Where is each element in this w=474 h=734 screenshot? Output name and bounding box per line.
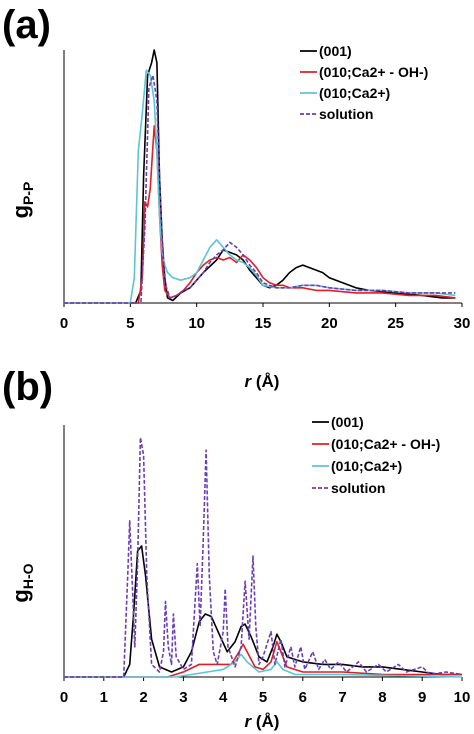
legend-label: solution (319, 106, 373, 122)
series-line-010-ca2-oh (64, 640, 462, 678)
x-axis-title: r (Å) (245, 372, 280, 391)
series-line-solution (64, 436, 463, 678)
x-tick-label: 8 (378, 689, 386, 706)
y-axis-symbol: g (8, 205, 33, 218)
series-line-001 (64, 49, 456, 304)
x-tick-label: 5 (259, 689, 267, 706)
panel-label: (b) (2, 365, 53, 409)
y-axis-symbol: g (8, 589, 33, 602)
legend-label: (001) (319, 43, 352, 59)
panel-a-chart: (a) 0 5 10 15 20 25 30 r (Å) gP-P (001) (010;Ca2+ -… (2, 3, 470, 391)
legend-label: (010;Ca2+) (331, 458, 402, 474)
series-line-010-ca2 (64, 653, 463, 678)
legend: (001) (010;Ca2+ - OH-) (010;Ca2+) solution (300, 43, 428, 122)
legend-label: solution (331, 480, 385, 496)
panel-b-chart: (b) 0 1 2 3 4 5 6 7 8 9 10 r (Å) gH-O (001) (010;Ca2+ -… (2, 365, 470, 731)
y-axis-subscript: H-O (20, 563, 36, 589)
x-tick-label: 15 (255, 315, 272, 332)
x-tick-label: 6 (299, 689, 307, 706)
x-tick-label: 5 (126, 315, 134, 332)
x-tick-label: 7 (338, 689, 346, 706)
legend-label: (010;Ca2+ - OH-) (331, 436, 440, 452)
x-tick-label: 1 (100, 689, 108, 706)
x-tick-label: 30 (454, 315, 471, 332)
x-tick-label: 9 (418, 689, 426, 706)
series-line-010-ca2-oh (64, 125, 456, 304)
series-line-solution (64, 74, 456, 304)
x-tick-label: 3 (179, 689, 187, 706)
x-axis-title: r (Å) (245, 712, 280, 731)
y-axis-subscript: P-P (20, 182, 36, 205)
x-tick-label: 2 (139, 689, 147, 706)
x-tick-label: 4 (219, 689, 228, 706)
x-axis-variable: r (245, 712, 253, 731)
x-axis-unit: (Å) (251, 372, 279, 391)
x-tick-label: 20 (321, 315, 338, 332)
legend-label: (010;Ca2+ - OH-) (319, 64, 428, 80)
legend: (001) (010;Ca2+ - OH-) (010;Ca2+) solution (312, 414, 440, 496)
legend-label: (001) (331, 414, 364, 430)
x-tick-label: 10 (454, 689, 471, 706)
panel-label: (a) (2, 3, 51, 47)
y-axis-title: gH-O (8, 563, 36, 602)
y-axis-title: gP-P (8, 182, 36, 219)
series-line-010-ca2 (64, 69, 456, 304)
series-line-001 (64, 545, 462, 678)
x-axis-variable: r (245, 372, 253, 391)
x-axis-unit: (Å) (251, 712, 279, 731)
legend-label: (010;Ca2+) (319, 85, 390, 101)
x-tick-label: 0 (60, 689, 68, 706)
x-tick-label: 25 (387, 315, 404, 332)
x-tick-label: 0 (60, 315, 68, 332)
x-tick-label: 10 (188, 315, 205, 332)
